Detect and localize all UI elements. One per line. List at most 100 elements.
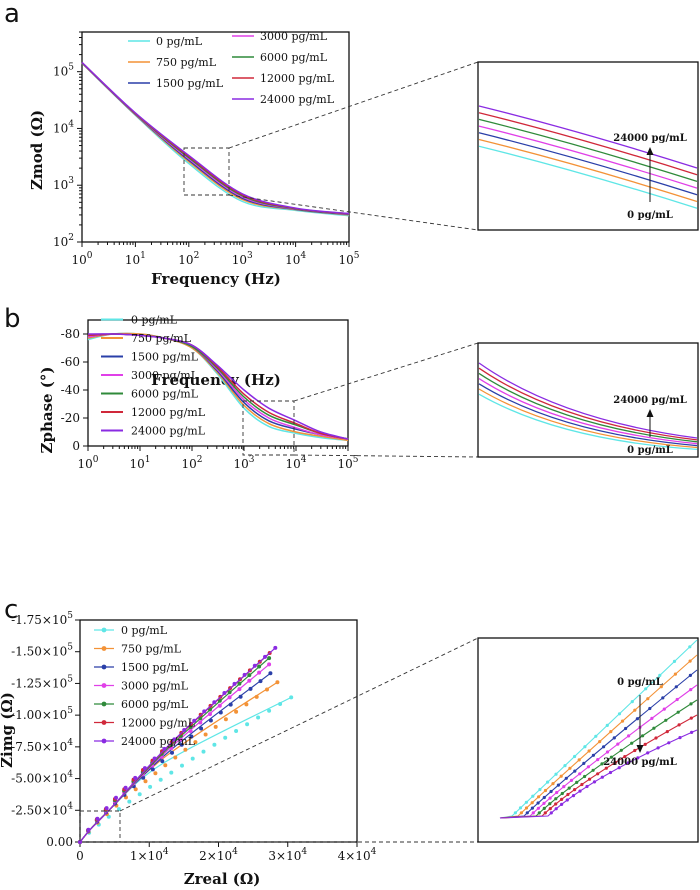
panel-c-inset-point [598, 740, 602, 744]
panel-c-inset-point [565, 798, 569, 802]
panel-c-series-point [193, 740, 198, 745]
panel-c-inset-point [542, 801, 546, 806]
panel-c-inset-point [554, 807, 558, 811]
panel-b-legend-label: 24000 pg/mL [131, 425, 206, 438]
panel-a-inset-series [478, 112, 698, 176]
panel-c-inset-point [592, 780, 597, 784]
panel-c-x-tick-label: 3×104 [268, 847, 307, 863]
panel-c-inset-point [658, 673, 662, 678]
panel-c-series-point [212, 700, 217, 705]
panel-c-inset-point [548, 796, 552, 800]
panel-a-inset-series [478, 132, 698, 196]
panel-c-series-point [234, 709, 239, 714]
panel-c-inset-point [530, 801, 534, 805]
panel-c-inset-point [613, 760, 617, 765]
panel-b-series-line [87, 332, 349, 442]
panel-c-inset-point [605, 750, 610, 754]
panel-c-series-point [143, 779, 148, 784]
panel-c-inset-point [609, 755, 614, 759]
panel-c-series-point [222, 691, 227, 695]
panel-c-y-tick-label: 0.00 [46, 835, 73, 849]
panel-a-legend-label: 0 pg/mL [156, 35, 203, 48]
panel-c-inset-point [600, 775, 604, 779]
panel-c-series-point [212, 742, 217, 747]
panel-c-zoom-box [79, 810, 121, 843]
panel-a-legend-label: 12000 pg/mL [260, 72, 335, 85]
panel-c-inset-point [677, 723, 681, 727]
panel-b-zoom-connector [293, 454, 479, 458]
panel-c-inset-point [587, 749, 591, 753]
panel-c-series-point [247, 673, 252, 678]
panel-c-inset-point [555, 790, 559, 795]
panel-b-zoom-connector [293, 342, 479, 402]
panel-a-zoom-connector [228, 61, 479, 149]
panel-c-inset-arrow-head [636, 745, 644, 753]
panel-c-series-point [265, 687, 269, 692]
panel-c-inset-point [659, 685, 663, 689]
panel-c-series-point [267, 708, 272, 713]
panel-b-inset-frame [477, 342, 699, 458]
panel-c-series-point [158, 777, 163, 782]
panel-c-series-point [160, 759, 165, 764]
panel-c-inset-point [531, 794, 535, 798]
panel-b-x-tick-label: 103 [233, 455, 254, 471]
panel-c-series-point [252, 663, 257, 668]
panel-a-series-line [81, 61, 350, 215]
panel-c-series-point [267, 656, 272, 661]
panel-c-inset-point [626, 761, 630, 765]
panel-c-inset-point [554, 802, 558, 806]
panel-c-inset-point [648, 706, 652, 711]
panel-b-inset-top-label: 24000 pg/mL [613, 395, 687, 406]
panel-c-inset-point [548, 802, 552, 806]
panel-c-series-point [227, 695, 232, 700]
panel-c-inset-point [604, 766, 608, 770]
panel-c-inset-point [644, 687, 648, 691]
panel-c-inset-point [605, 723, 609, 728]
panel-c-inset-point [624, 726, 628, 731]
panel-c-y-tick-label: -1.00×105 [11, 706, 73, 722]
panel-c-inset-point [689, 702, 693, 706]
panel-c-inset-point [591, 768, 595, 772]
panel-c-series-point [245, 722, 250, 727]
panel-c-inset-point [546, 780, 550, 784]
panel-c-inset-point [591, 753, 596, 757]
panel-c-inset-point [617, 712, 622, 716]
panel-c-series-point [237, 687, 242, 692]
panel-c-inset-point [676, 710, 680, 714]
panel-c-inset-point [573, 788, 577, 792]
panel-c-series-point [244, 702, 249, 707]
panel-c-series-point [179, 742, 184, 747]
panel-c-inset-point [580, 782, 584, 787]
panel-c-inset-point [560, 797, 564, 802]
panel-c-legend-marker [101, 738, 107, 744]
panel-a-x-tick-label: 100 [71, 251, 92, 267]
panel-c-inset-point [688, 659, 692, 663]
panel-c-legend-marker [101, 646, 107, 651]
panel-c-series-point [133, 787, 138, 792]
panel-c-series-point [178, 737, 183, 742]
panel-c-inset-point [616, 742, 620, 746]
panel-c-series-point [223, 717, 228, 722]
panel-c-legend-label: 1500 pg/mL [121, 661, 189, 674]
panel-b-x-tick-label: 101 [129, 455, 150, 471]
panel-c-zoom-connector [119, 637, 479, 812]
panel-c-series-point [203, 732, 208, 737]
panel-c-ylabel: Zimg (Ω) [0, 692, 16, 768]
panel-a-zoom-connector [228, 194, 479, 231]
panel-c-inset-point [556, 783, 561, 787]
panel-c-inset-point [518, 806, 523, 810]
panel-c-x-tick-label: 2×104 [199, 847, 238, 863]
panel-c-series-point [169, 746, 174, 751]
panel-b-ylabel: Zphase (°) [38, 367, 56, 454]
panel-c-inset-point [573, 754, 577, 759]
panel-c-series-point [170, 750, 174, 755]
panel-b-inset-series [478, 383, 698, 447]
panel-c-inset-point [643, 742, 647, 747]
panel-b-y-tick-label: -20 [61, 411, 80, 425]
panel-a-legend-label: 750 pg/mL [156, 56, 217, 69]
panel-a-x-tick-label: 105 [338, 251, 359, 267]
panel-c-inset-point [549, 789, 553, 794]
panel-c-inset-point [674, 685, 678, 689]
panel-c-inset-point [586, 765, 591, 769]
